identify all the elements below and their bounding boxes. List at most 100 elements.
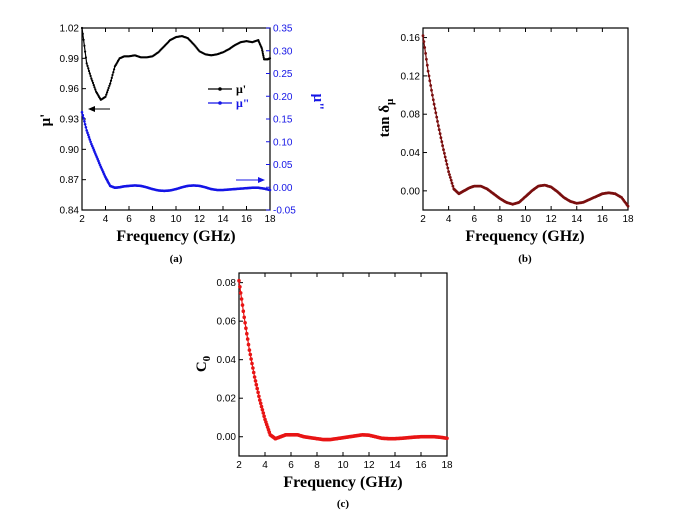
panel-b-xtick-label: 8 bbox=[497, 214, 503, 225]
panel-b-data-point bbox=[442, 148, 445, 152]
panel-a-data-point bbox=[83, 120, 86, 123]
panel-c-xtick-label: 14 bbox=[389, 460, 401, 471]
panel-a-data-point bbox=[89, 140, 92, 144]
panel-b-data-point bbox=[437, 124, 440, 128]
panel-a-data-point bbox=[106, 89, 109, 92]
panel-c-data-point bbox=[255, 386, 259, 391]
panel-b-data-point bbox=[428, 79, 432, 83]
panel-c-frame bbox=[238, 272, 448, 457]
panel-c-data-point bbox=[445, 436, 449, 441]
panel-b-xtick-label: 16 bbox=[597, 214, 609, 225]
panel-b-xtick-label: 4 bbox=[446, 214, 452, 225]
panel-c-xtick-label: 4 bbox=[262, 460, 268, 471]
panel-b-xlabel: Frequency (GHz) bbox=[465, 228, 584, 245]
panel-b-data-point bbox=[431, 93, 434, 97]
panel-c-xtick-label: 12 bbox=[363, 460, 375, 471]
panel-b-ytick-label: 0.04 bbox=[401, 148, 421, 159]
panel-a-xtick-label: 12 bbox=[194, 214, 206, 225]
panel-a-data-point bbox=[111, 73, 114, 77]
panel-a-data-point bbox=[81, 32, 84, 36]
panel-b-data-point bbox=[447, 170, 450, 174]
panel-c-data-point bbox=[250, 361, 254, 366]
panel-b-data-point bbox=[443, 155, 447, 159]
panel-b-data-point bbox=[424, 52, 427, 55]
panel-a-ytick-label: 0.99 bbox=[60, 54, 80, 65]
panel-c-ytick-label: 0.02 bbox=[217, 394, 237, 405]
panel-b-data-point bbox=[437, 128, 441, 132]
panel-c-data-point bbox=[258, 401, 263, 406]
panel-a-data-point bbox=[84, 126, 88, 129]
legend-marker-mu-prime bbox=[218, 87, 222, 91]
panel-a-data-point bbox=[80, 110, 84, 114]
legend-label-mu-prime: μ' bbox=[236, 82, 246, 96]
panel-a-data-point bbox=[85, 129, 88, 132]
panel-b: 2 4 6 8 10 12 14 16 18 0.00 0.04 0.08 0.12 0.16 tan δ… bbox=[377, 27, 634, 265]
panel-c-ytick-label: 0.08 bbox=[217, 278, 237, 289]
left-axis-arrow bbox=[88, 106, 110, 112]
panel-b-ylabel: tan δμ bbox=[377, 98, 396, 137]
panel-a-xtick-label: 6 bbox=[126, 214, 132, 225]
panel-a-ytick-label: 0.20 bbox=[273, 92, 293, 103]
panel-a-left-ylabel: μ' bbox=[38, 114, 54, 127]
panel-b-data-point bbox=[427, 74, 431, 78]
panel-b-data-point bbox=[430, 88, 433, 92]
panel-a-ytick-label: 0.00 bbox=[273, 183, 293, 194]
panel-a-data-point bbox=[80, 26, 84, 30]
panel-a-xtick-label: 18 bbox=[264, 214, 276, 225]
panel-a-ytick-label: 1.02 bbox=[60, 24, 80, 35]
panel-b-data-point bbox=[434, 111, 438, 115]
right-axis-arrow bbox=[236, 177, 265, 183]
panel-b-label: (b) bbox=[518, 253, 532, 265]
panel-a-data-point bbox=[107, 86, 110, 90]
panel-a-data-point bbox=[262, 54, 265, 57]
panel-c-data-point bbox=[260, 408, 265, 412]
panel-c-data-point bbox=[243, 321, 247, 325]
panel-a-data-point bbox=[90, 77, 93, 80]
panel-a-data-point bbox=[109, 79, 113, 82]
panel-c-data-point bbox=[252, 375, 257, 379]
panel-c-data-point bbox=[240, 303, 245, 307]
panel-a-ytick-label: 0.90 bbox=[60, 145, 80, 156]
panel-a-data-point bbox=[93, 86, 96, 89]
panel-c-label: (c) bbox=[337, 498, 350, 510]
panel-a-data-point bbox=[87, 133, 90, 137]
panel-a-data-point bbox=[105, 93, 108, 96]
panel-c-data-point bbox=[246, 342, 251, 347]
panel-a-xtick-label: 16 bbox=[241, 214, 253, 225]
panel-c-xtick-label: 6 bbox=[288, 460, 294, 471]
panel-a-ytick-label: 0.25 bbox=[273, 69, 293, 80]
panel-c-data-point bbox=[254, 382, 259, 387]
panel-a-ytick-label: 0.05 bbox=[273, 160, 293, 171]
panel-a-data-point bbox=[84, 50, 87, 53]
panel-a-legend: μ' μ" bbox=[208, 82, 249, 110]
panel-c-data-point bbox=[237, 278, 241, 283]
panel-a-data-point bbox=[83, 123, 87, 126]
panel-c-data-point bbox=[248, 352, 253, 357]
panel-a-data-point bbox=[83, 44, 86, 47]
panel-a-data-point bbox=[85, 62, 88, 65]
panel-c-data-point bbox=[258, 398, 262, 402]
panel-a-ytick-label: 0.84 bbox=[60, 206, 80, 217]
panel-a-data-point bbox=[261, 50, 264, 54]
panel-a-data-point bbox=[106, 91, 109, 94]
panel-a-data-point bbox=[84, 56, 87, 59]
panel-b-data-point bbox=[438, 132, 442, 136]
panel-c-series-line-0 bbox=[238, 280, 448, 441]
panel-a-ytick-label: 0.96 bbox=[60, 84, 80, 95]
panel-a-xlabel: Frequency (GHz) bbox=[116, 228, 235, 245]
panel-c-data-point bbox=[245, 337, 250, 341]
panel-a-data-point bbox=[110, 76, 113, 79]
panel-a-data-point bbox=[91, 79, 94, 82]
panel-c-ytick-label: 0.04 bbox=[217, 355, 237, 366]
panel-c-ytick-label: 0.06 bbox=[217, 317, 237, 328]
panel-a-label: (a) bbox=[170, 253, 183, 265]
panel-a-xtick-label: 8 bbox=[150, 214, 156, 225]
panel-a-data-point bbox=[81, 113, 85, 117]
panel-b-frame bbox=[422, 27, 629, 211]
panel-c-data-point bbox=[247, 348, 252, 352]
panel-a-data-point bbox=[87, 135, 91, 139]
panel-c-xlabel: Frequency (GHz) bbox=[283, 474, 402, 491]
panel-b-data-point bbox=[440, 140, 444, 144]
panel-a-right-ylabel: μ" bbox=[310, 94, 326, 111]
panel-c-data-point bbox=[259, 404, 264, 409]
